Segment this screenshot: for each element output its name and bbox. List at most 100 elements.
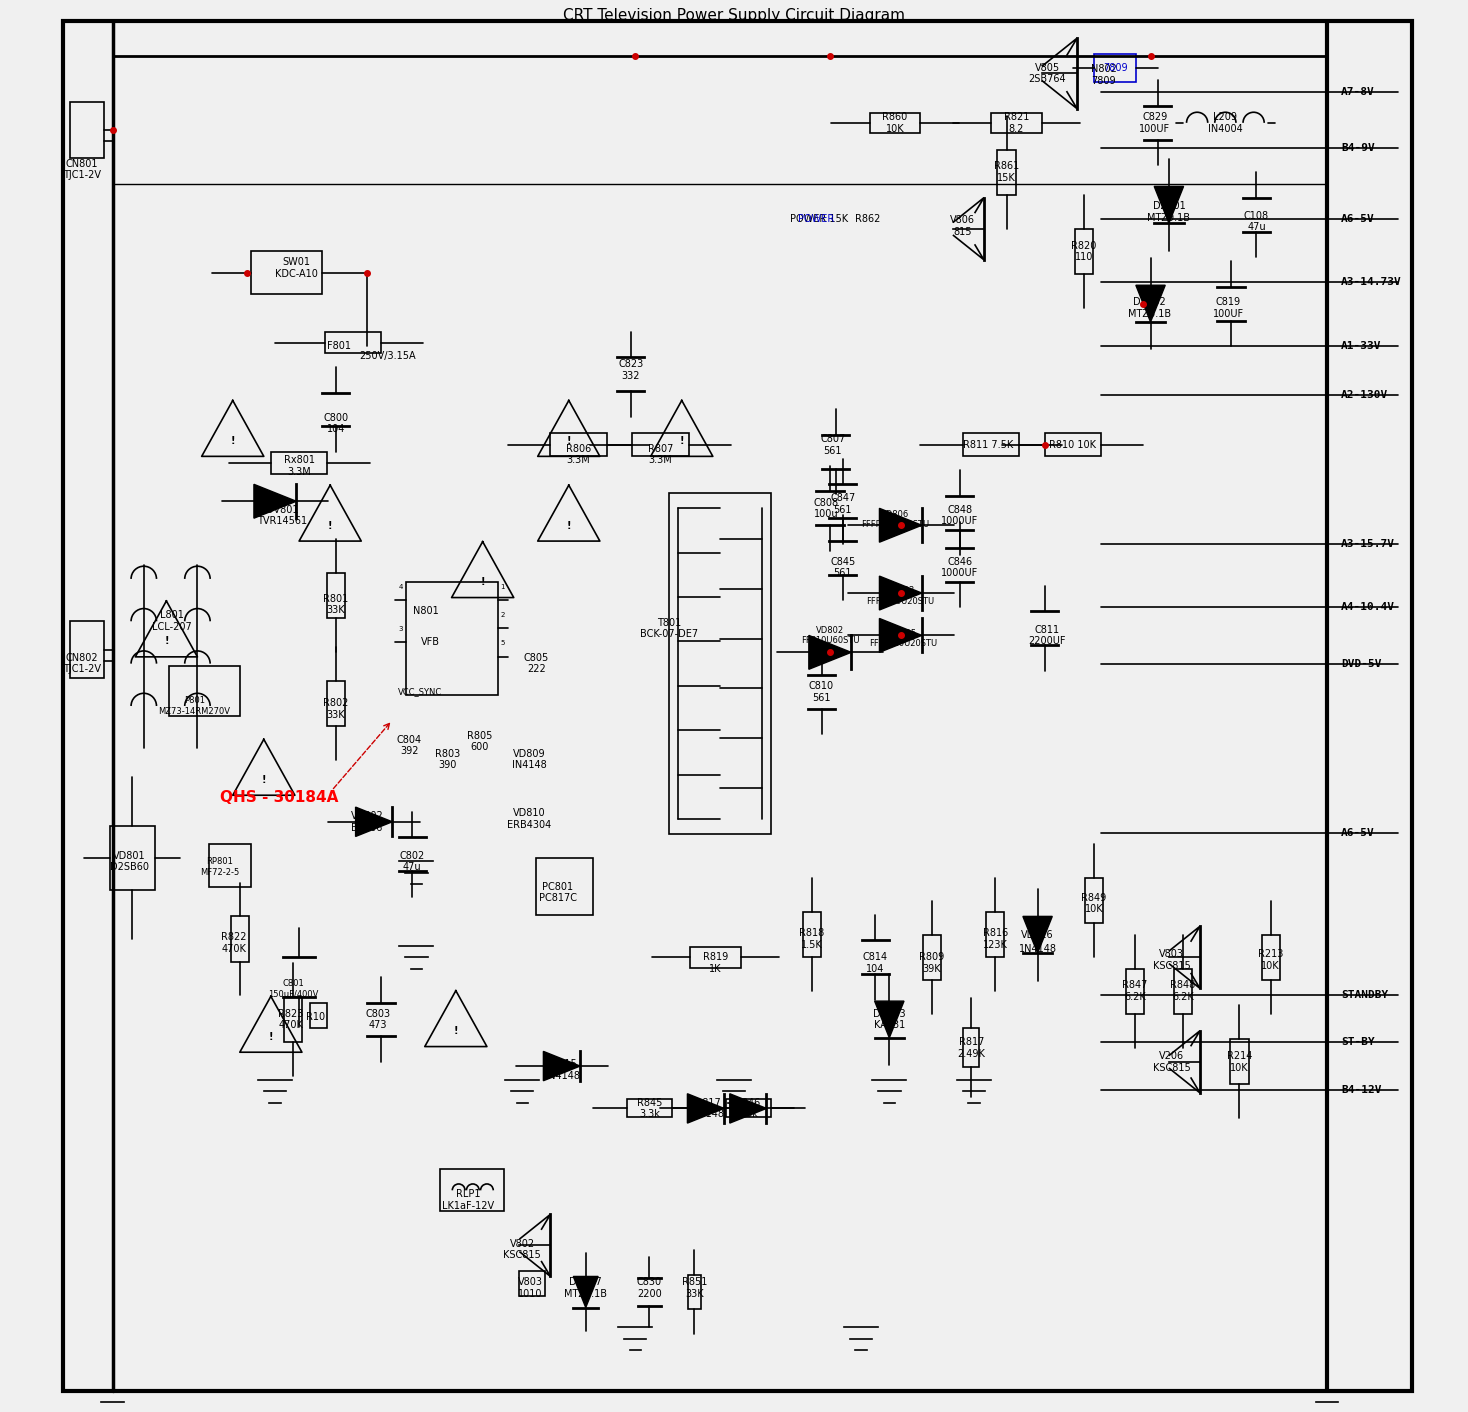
Text: C819
100UF: C819 100UF	[1213, 297, 1243, 319]
Text: R809
39K: R809 39K	[919, 952, 944, 974]
Text: R847
6.2K: R847 6.2K	[1123, 980, 1148, 1003]
Text: 1: 1	[501, 583, 505, 590]
Text: C810
561: C810 561	[809, 681, 834, 703]
Text: B4-12V: B4-12V	[1342, 1084, 1381, 1096]
Bar	[627, 1100, 672, 1117]
Polygon shape	[687, 1094, 724, 1123]
Text: C814
104: C814 104	[863, 952, 888, 974]
Polygon shape	[574, 1276, 597, 1308]
Text: P801
MZ73-14RM270V: P801 MZ73-14RM270V	[159, 696, 230, 716]
Bar	[669, 493, 771, 834]
Text: VD809
IN4148: VD809 IN4148	[512, 748, 546, 771]
Text: R214
10K: R214 10K	[1227, 1051, 1252, 1073]
Bar	[1230, 1039, 1248, 1084]
Text: N802
7809: N802 7809	[1091, 64, 1117, 86]
Text: SW01
KDC-A10: SW01 KDC-A10	[275, 257, 317, 280]
Text: R802
33K: R802 33K	[323, 698, 348, 720]
Text: R860
10K: R860 10K	[882, 112, 907, 134]
Bar	[110, 826, 156, 890]
Bar	[520, 1271, 545, 1296]
Text: C829
100UF: C829 100UF	[1139, 112, 1170, 134]
Text: C803
473: C803 473	[366, 1008, 390, 1031]
Text: VD815
1N4148: VD815 1N4148	[543, 1059, 581, 1082]
Text: !: !	[567, 436, 571, 446]
Bar	[70, 102, 104, 158]
Text: C811
2200UF: C811 2200UF	[1029, 624, 1066, 647]
Text: R807
3.3M: R807 3.3M	[647, 443, 674, 466]
Text: R819
1K: R819 1K	[703, 952, 728, 974]
Bar	[310, 1003, 327, 1028]
Text: R820
110: R820 110	[1072, 240, 1097, 263]
Text: CRT Television Power Supply Circuit Diagram: CRT Television Power Supply Circuit Diag…	[564, 8, 904, 24]
Text: RP801
MF72-2-5: RP801 MF72-2-5	[201, 857, 239, 877]
Text: R805
600: R805 600	[467, 730, 493, 753]
Polygon shape	[875, 1001, 904, 1038]
Text: VD816: VD816	[1022, 929, 1054, 940]
Text: DVD-5V: DVD-5V	[1342, 658, 1381, 669]
Bar	[869, 113, 920, 133]
Bar	[327, 573, 345, 618]
Text: C807
561: C807 561	[821, 433, 846, 456]
Text: A4-10.4V: A4-10.4V	[1342, 602, 1395, 613]
Text: QHS - 30184A: QHS - 30184A	[220, 791, 339, 805]
Text: 3: 3	[398, 626, 404, 633]
Bar	[208, 844, 251, 887]
Polygon shape	[254, 484, 297, 518]
Text: DZ201
MTZ9.1B: DZ201 MTZ9.1B	[1148, 201, 1191, 223]
Text: C846
1000UF: C846 1000UF	[941, 556, 979, 579]
Bar	[633, 433, 688, 456]
Text: V803
1010: V803 1010	[518, 1276, 543, 1299]
Text: C801
150uF/400V: C801 150uF/400V	[269, 979, 319, 998]
Bar	[986, 912, 1004, 957]
Bar	[407, 582, 498, 695]
Polygon shape	[1023, 916, 1053, 953]
Text: N801: N801	[414, 606, 439, 617]
Text: C804
392: C804 392	[396, 734, 421, 757]
Text: T801
BCK-07-DE7: T801 BCK-07-DE7	[640, 617, 699, 640]
Polygon shape	[543, 1052, 580, 1080]
Text: 250V/3.15A: 250V/3.15A	[360, 350, 417, 361]
Text: R862: R862	[856, 213, 881, 225]
Text: R10: R10	[307, 1011, 326, 1022]
Text: A1-33V: A1-33V	[1342, 340, 1381, 352]
Text: R806
3.3M: R806 3.3M	[567, 443, 592, 466]
Bar	[1094, 54, 1136, 82]
Bar	[963, 1028, 979, 1067]
Text: POWER: POWER	[797, 213, 834, 225]
Text: VD802
B1206: VD802 B1206	[351, 810, 383, 833]
Polygon shape	[1136, 285, 1166, 322]
Text: R810 10K: R810 10K	[1050, 439, 1097, 450]
Text: R823
470K: R823 470K	[277, 1008, 304, 1031]
Text: Rx801
3.3M: Rx801 3.3M	[283, 455, 314, 477]
Text: C845
561: C845 561	[829, 556, 856, 579]
Bar	[923, 935, 941, 980]
Bar	[1085, 878, 1102, 923]
Text: R803
390: R803 390	[435, 748, 459, 771]
Text: R818
1.5K: R818 1.5K	[799, 928, 825, 950]
Bar	[690, 947, 741, 967]
Text: DZ802
MTZ5.1B: DZ802 MTZ5.1B	[1127, 297, 1170, 319]
Text: 2: 2	[501, 611, 505, 618]
Bar	[1045, 433, 1101, 456]
Bar	[550, 433, 606, 456]
Bar	[1174, 969, 1192, 1014]
Text: STANDBY: STANDBY	[1342, 990, 1389, 1001]
Bar	[169, 666, 239, 716]
Text: !: !	[164, 637, 169, 647]
Bar	[963, 433, 1019, 456]
Text: !: !	[269, 1032, 273, 1042]
Text: VD817
1N4148: VD817 1N4148	[687, 1097, 725, 1120]
Bar	[1261, 935, 1280, 980]
Polygon shape	[1154, 186, 1183, 223]
Text: L801
LCL-207: L801 LCL-207	[153, 610, 192, 633]
Text: VCC_SYNC: VCC_SYNC	[398, 688, 443, 696]
Text: C830
2200: C830 2200	[637, 1276, 662, 1299]
Text: A6-5V: A6-5V	[1342, 827, 1376, 839]
Text: R846
3.3k: R846 3.3k	[735, 1097, 760, 1120]
Text: 7809: 7809	[1102, 62, 1127, 73]
Polygon shape	[355, 808, 392, 836]
Text: C808
100u: C808 100u	[813, 497, 838, 520]
Text: R851
33K: R851 33K	[681, 1276, 708, 1299]
Text: A6-5V: A6-5V	[1342, 213, 1376, 225]
Text: RLP1
LK1aF-12V: RLP1 LK1aF-12V	[442, 1189, 495, 1211]
